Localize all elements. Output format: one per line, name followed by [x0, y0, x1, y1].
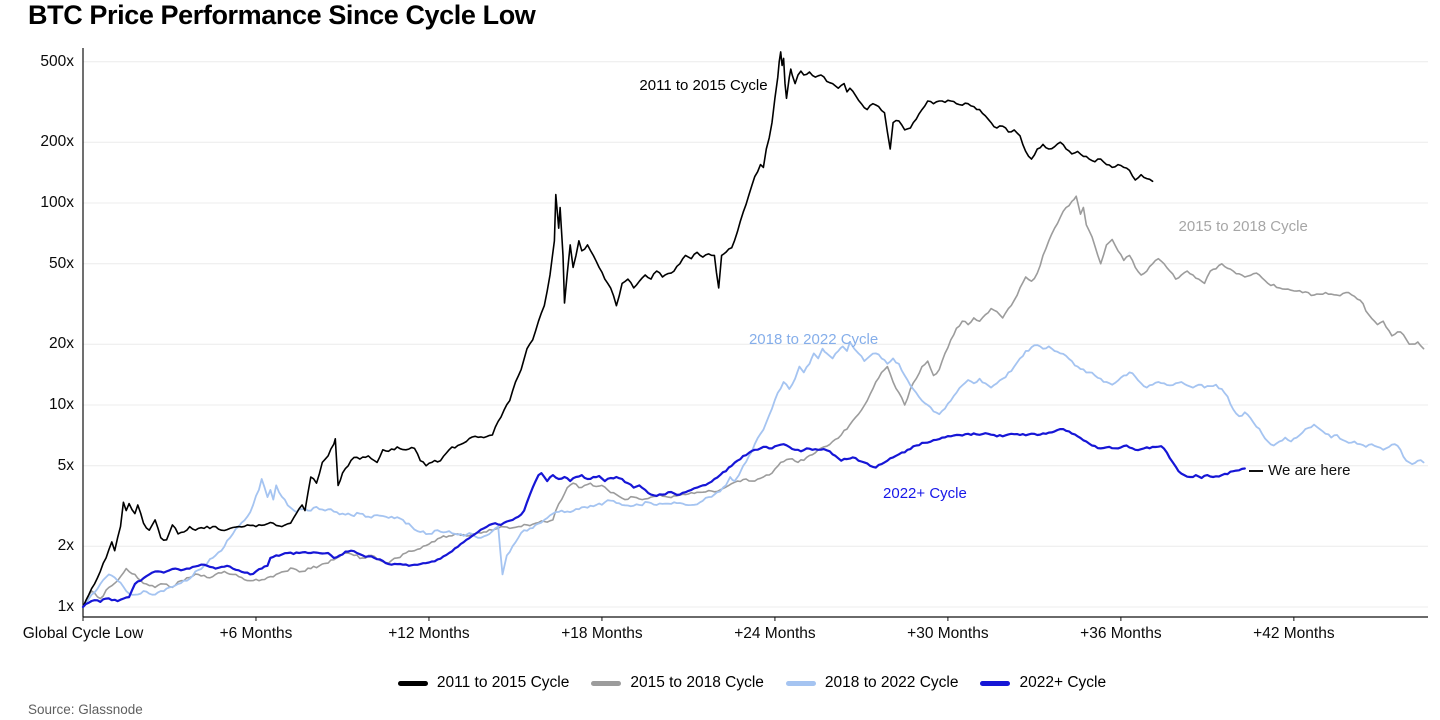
legend-label: 2011 to 2015 Cycle: [436, 674, 570, 691]
annotation-2022-cycle: 2022+ Cycle: [883, 484, 967, 502]
y-tick-label: 5x: [57, 456, 74, 474]
series-line-3: [81, 428, 1246, 609]
annotation-2015-to-2018-cycle: 2015 to 2018 Cycle: [1178, 218, 1308, 236]
legend-swatch-2022: [980, 680, 1011, 686]
x-tick-label: +36 Months: [1080, 625, 1162, 642]
legend-label: 2018 to 2022 Cycle: [824, 674, 959, 691]
annotation-2018-to-2022-cycle: 2018 to 2022 Cycle: [748, 330, 879, 348]
legend-swatch-2018: [785, 680, 816, 686]
y-tick-label: 200x: [40, 133, 74, 151]
annotation-2011-to-2015-cycle: 2011 to 2015 Cycle: [639, 76, 768, 94]
legend-item-2011-cycle: 2011 to 2015 Cycle: [397, 674, 570, 692]
y-tick-label: 100x: [40, 194, 74, 211]
we-are-here-pointer-dash: [1249, 469, 1264, 472]
x-tick-label: +42 Months: [1253, 625, 1335, 642]
y-tick-label: 500x: [40, 52, 74, 70]
x-tick-label: +18 Months: [561, 625, 643, 642]
y-tick-label: 2x: [57, 537, 74, 555]
annotation-we-are-here: We are here: [1268, 461, 1351, 479]
y-tick-label: 10x: [49, 396, 74, 413]
legend-label: 2022+ Cycle: [1019, 674, 1107, 691]
source-attribution: Source: Glassnode: [28, 702, 143, 717]
series-line-0: [82, 51, 1154, 608]
x-tick-label: +6 Months: [219, 625, 293, 642]
series-line-1: [82, 195, 1425, 608]
legend-swatch-2011: [397, 680, 428, 686]
y-tick-label: 1x: [57, 598, 74, 615]
x-tick-label: +12 Months: [388, 625, 470, 642]
legend-label: 2015 to 2018 Cycle: [630, 674, 764, 691]
x-tick-label: Global Cycle Low: [22, 625, 144, 642]
legend-swatch-2015: [591, 680, 622, 686]
x-tick-label: +30 Months: [907, 625, 989, 642]
legend-item-2022-cycle: 2022+ Cycle: [980, 674, 1106, 692]
legend-item-2018-cycle: 2018 to 2022 Cycle: [785, 674, 959, 692]
legend-item-2015-cycle: 2015 to 2018 Cycle: [591, 674, 764, 692]
legend: 2011 to 2015 Cycle 2015 to 2018 Cycle 20…: [0, 674, 1440, 692]
x-tick-label: +24 Months: [734, 625, 816, 642]
y-tick-label: 20x: [49, 335, 74, 353]
page-title: BTC Price Performance Since Cycle Low: [28, 0, 536, 30]
y-tick-label: 50x: [49, 254, 74, 272]
